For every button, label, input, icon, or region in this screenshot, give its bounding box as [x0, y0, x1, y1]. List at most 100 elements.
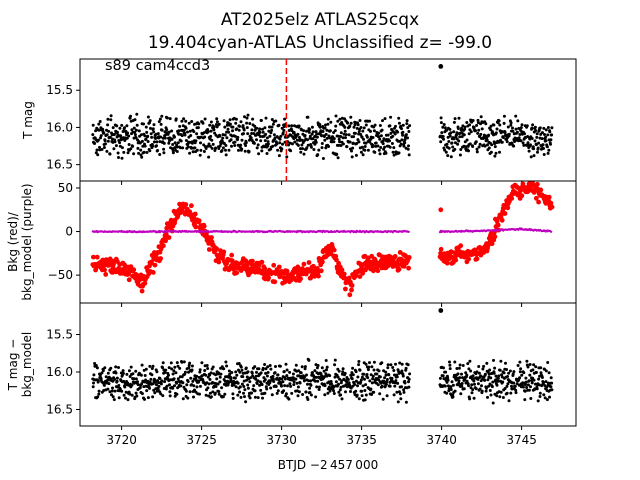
data-point-tmag-tmag — [283, 117, 287, 121]
data-point-tmag-tmag — [250, 128, 254, 132]
data-point-tmag_bkg-tmag — [249, 376, 252, 380]
data-point-bkg-bkg — [331, 247, 337, 253]
data-point-bkg-bkg — [163, 238, 169, 244]
data-point-tmag-tmag — [407, 130, 411, 133]
data-point-tmag-tmag — [236, 138, 239, 142]
data-point-tmag-tmag — [386, 133, 390, 137]
data-point-tmag-tmag — [151, 144, 155, 148]
data-point-tmag-tmag — [278, 141, 282, 145]
data-point-tmag_bkg-tmag — [92, 381, 95, 385]
data-point-tmag-tmag — [243, 115, 246, 119]
data-point-tmag_bkg-tmag — [363, 398, 367, 402]
data-point-tmag-tmag — [536, 150, 539, 154]
data-point-bkg-bkg — [495, 222, 501, 228]
data-point-tmag_bkg-tmag — [110, 393, 113, 397]
data-point-tmag_bkg-tmag — [324, 359, 328, 362]
data-point-tmag-tmag — [271, 144, 275, 148]
data-point-tmag_bkg-tmag — [384, 370, 388, 374]
data-point-tmag-tmag — [221, 146, 225, 150]
data-point-tmag_bkg-tmag — [285, 368, 289, 372]
data-point-tmag-tmag — [317, 148, 321, 152]
data-point-tmag-tmag — [378, 152, 382, 156]
data-point-tmag_bkg-tmag — [468, 359, 472, 363]
data-point-tmag_bkg-tmag — [284, 362, 288, 366]
data-point-tmag-tmag — [263, 126, 267, 130]
data-point-tmag-tmag — [336, 156, 340, 160]
data-point-tmag_bkg-tmag — [146, 396, 150, 400]
data-point-tmag_bkg-tmag — [509, 391, 513, 395]
data-point-tmag-tmag — [528, 137, 532, 141]
data-point-tmag_bkg-tmag — [402, 388, 406, 392]
data-point-tmag-tmag — [369, 129, 372, 133]
data-point-tmag-tmag — [109, 118, 113, 122]
data-point-tmag_bkg-tmag — [248, 380, 252, 384]
data-point-bkg-bkg — [131, 267, 137, 273]
data-point-tmag_bkg-tmag — [507, 399, 511, 403]
data-point-tmag_bkg-tmag — [205, 364, 209, 367]
data-point-tmag_bkg-tmag — [136, 383, 140, 387]
data-point-bkg-bkg — [234, 270, 240, 276]
data-point-tmag-tmag — [507, 132, 511, 136]
data-point-tmag-tmag — [533, 125, 537, 129]
data-point-tmag_bkg-tmag — [357, 397, 361, 401]
data-point-tmag_bkg-tmag — [445, 391, 449, 395]
data-point-tmag-tmag — [537, 141, 541, 145]
data-point-tmag-tmag — [166, 132, 170, 136]
data-point-tmag_bkg-tmag — [459, 392, 463, 396]
data-point-tmag-tmag — [379, 146, 383, 149]
data-point-tmag-tmag — [472, 125, 476, 129]
data-point-tmag_bkg-tmag — [129, 365, 133, 369]
data-point-tmag-tmag — [451, 145, 455, 149]
data-point-tmag_bkg-tmag — [448, 363, 452, 367]
data-point-tmag_bkg-tmag — [261, 366, 265, 370]
data-point-tmag_bkg-tmag — [476, 377, 480, 381]
data-point-tmag_bkg-tmag — [346, 378, 350, 381]
data-point-bkg-bkg — [316, 273, 321, 279]
y-axis-label-bkg: Bkg (red)/ — [6, 211, 20, 272]
data-point-tmag_bkg-tmag — [188, 390, 192, 394]
data-point-tmag-tmag — [344, 133, 348, 137]
data-point-tmag_bkg-tmag — [341, 367, 345, 371]
data-point-tmag_bkg-tmag — [190, 368, 194, 372]
data-point-tmag_bkg-tmag — [514, 388, 518, 392]
data-point-tmag-tmag — [458, 135, 462, 139]
data-point-tmag-tmag — [293, 140, 297, 144]
data-point-tmag_bkg-tmag — [134, 391, 138, 395]
data-point-tmag-tmag — [353, 131, 357, 135]
data-point-tmag_bkg-tmag — [183, 370, 187, 374]
data-point-tmag_bkg-tmag — [244, 366, 248, 370]
data-point-tmag_bkg-tmag — [396, 400, 400, 404]
data-point-tmag-tmag — [323, 126, 327, 130]
data-point-tmag_bkg-tmag — [358, 368, 362, 372]
data-point-tmag_bkg-tmag — [323, 384, 327, 388]
data-point-tmag-tmag — [296, 132, 300, 136]
data-point-tmag-tmag — [543, 133, 546, 136]
data-point-tmag-tmag — [542, 126, 546, 130]
data-point-bkg-bkg — [519, 193, 525, 199]
data-point-tmag_bkg-tmag — [263, 378, 267, 382]
data-point-tmag_bkg-tmag — [506, 382, 510, 386]
data-point-tmag-tmag — [548, 130, 552, 134]
data-point-tmag-tmag — [497, 140, 501, 144]
data-point-tmag-tmag — [155, 144, 158, 148]
data-point-tmag_bkg-tmag — [366, 376, 370, 380]
data-point-tmag_bkg-tmag — [97, 389, 101, 393]
data-point-tmag_bkg-tmag — [274, 365, 277, 368]
data-point-tmag_bkg-tmag — [314, 375, 318, 379]
data-point-tmag-tmag — [487, 133, 491, 137]
data-point-tmag-tmag — [515, 130, 519, 134]
data-point-bkg-bkg — [193, 224, 199, 230]
data-point-tmag_bkg-tmag — [271, 377, 275, 381]
data-point-bkg-bkg-model — [550, 230, 553, 233]
data-point-tmag-tmag — [312, 148, 316, 151]
data-point-tmag_bkg-tmag — [268, 364, 272, 367]
data-point-tmag-tmag — [497, 119, 501, 123]
data-point-tmag_bkg-tmag — [351, 366, 355, 370]
data-point-tmag-tmag — [333, 129, 337, 133]
data-point-tmag-tmag — [228, 122, 232, 126]
data-point-tmag_bkg-tmag — [265, 374, 269, 378]
data-point-tmag-tmag — [233, 140, 237, 144]
data-point-tmag_bkg-tmag — [492, 371, 496, 375]
data-point-tmag-tmag — [219, 142, 223, 146]
data-point-tmag-tmag — [530, 137, 534, 140]
